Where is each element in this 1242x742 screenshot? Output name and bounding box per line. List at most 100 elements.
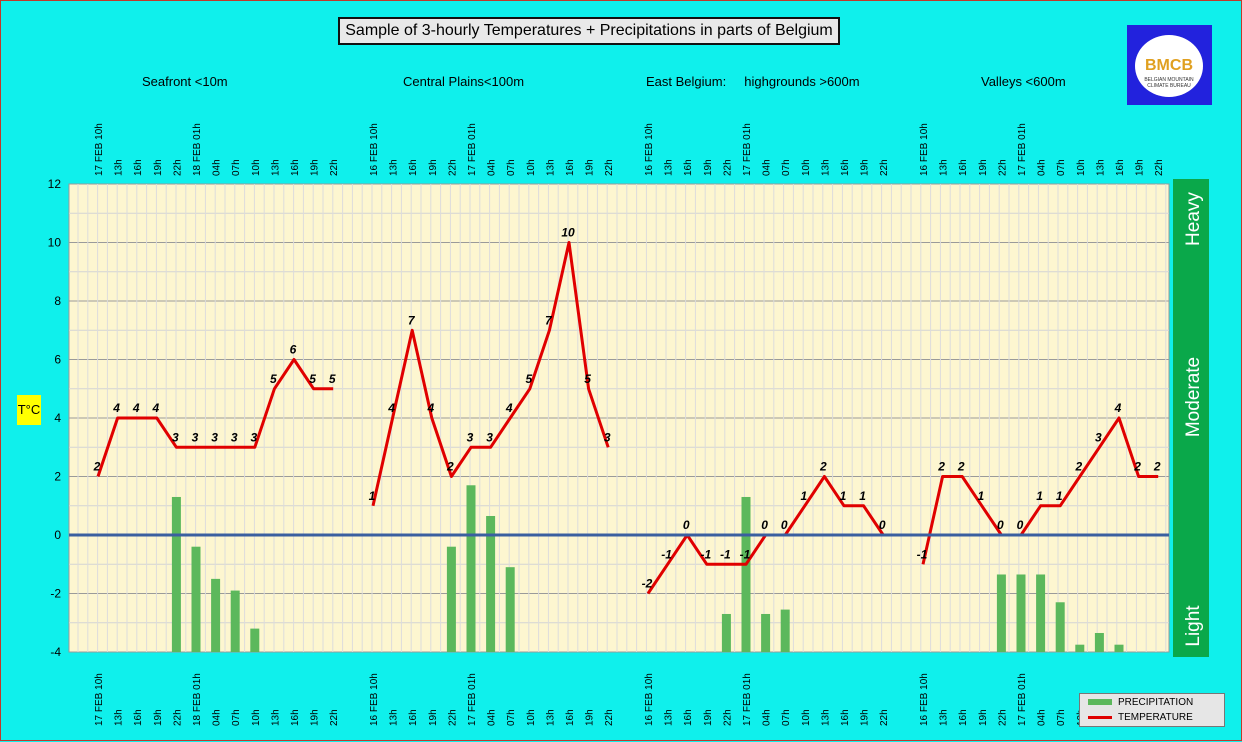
precipitation-bar bbox=[1036, 574, 1046, 652]
temperature-data-label: 1 bbox=[840, 489, 847, 503]
x-tick-label-top: 10h bbox=[526, 159, 537, 176]
x-tick-label-top: 22h bbox=[997, 159, 1008, 176]
x-tick-label-bottom: 18 FEB 01h bbox=[192, 673, 203, 726]
x-tick-label-bottom: 19h bbox=[428, 709, 439, 726]
temperature-data-label: 5 bbox=[329, 372, 336, 386]
x-tick-label-top: 16h bbox=[133, 159, 144, 176]
x-tick-label-top: 22h bbox=[879, 159, 890, 176]
temperature-data-label: 5 bbox=[584, 372, 591, 386]
legend: PRECIPITATION TEMPERATURE bbox=[1079, 693, 1225, 727]
x-tick-label-top: 04h bbox=[1037, 159, 1048, 176]
y-tick-label: 8 bbox=[54, 294, 61, 308]
chart-title: Sample of 3-hourly Temperatures + Precip… bbox=[338, 17, 840, 45]
x-tick-label-top: 13h bbox=[114, 159, 125, 176]
y-tick-label: -4 bbox=[50, 645, 61, 659]
temperature-data-label: 5 bbox=[309, 372, 316, 386]
temperature-data-label: -1 bbox=[720, 547, 731, 561]
x-tick-label-bottom: 13h bbox=[545, 709, 556, 726]
x-tick-label-top: 17 FEB 10h bbox=[94, 123, 105, 176]
x-tick-label-bottom: 19h bbox=[978, 709, 989, 726]
precipitation-bar bbox=[230, 590, 240, 652]
x-tick-label-top: 22h bbox=[447, 159, 458, 176]
precipitation-bar bbox=[741, 496, 751, 652]
temperature-data-label: 0 bbox=[997, 518, 1004, 532]
temperature-data-label: 4 bbox=[426, 401, 434, 415]
temperature-data-label: 0 bbox=[761, 518, 768, 532]
legend-temperature-label: TEMPERATURE bbox=[1118, 712, 1193, 723]
x-tick-label-top: 22h bbox=[604, 159, 615, 176]
intensity-scale-bar bbox=[1173, 179, 1209, 657]
temperature-data-label: 1 bbox=[1056, 489, 1063, 503]
legend-precipitation-label: PRECIPITATION bbox=[1118, 697, 1194, 708]
x-tick-label-top: 16h bbox=[958, 159, 969, 176]
temperature-data-label: 0 bbox=[1017, 518, 1024, 532]
temperature-data-label: 4 bbox=[132, 401, 140, 415]
x-tick-label-bottom: 16 FEB 10h bbox=[919, 673, 930, 726]
temperature-data-label: 3 bbox=[172, 430, 179, 444]
x-tick-label-top: 13h bbox=[664, 159, 675, 176]
x-tick-label-bottom: 13h bbox=[114, 709, 125, 726]
x-tick-label-bottom: 07h bbox=[1056, 709, 1067, 726]
precipitation-bar bbox=[1114, 644, 1124, 652]
temperature-data-label: 4 bbox=[1114, 401, 1122, 415]
x-tick-label-top: 10h bbox=[251, 159, 262, 176]
x-tick-label-bottom: 13h bbox=[664, 709, 675, 726]
x-tick-label-bottom: 16h bbox=[958, 709, 969, 726]
y-tick-label: 6 bbox=[54, 353, 61, 367]
region-label-seafront: Seafront <10m bbox=[142, 74, 228, 89]
x-tick-label-bottom: 16h bbox=[683, 709, 694, 726]
x-tick-label-bottom: 19h bbox=[703, 709, 714, 726]
x-tick-label-top: 17 FEB 01h bbox=[742, 123, 753, 176]
temperature-data-label: -1 bbox=[740, 547, 751, 561]
x-tick-label-bottom: 22h bbox=[879, 709, 890, 726]
temperature-data-label: 4 bbox=[387, 401, 395, 415]
x-tick-label-bottom: 13h bbox=[820, 709, 831, 726]
temperature-data-label: 2 bbox=[1074, 460, 1082, 474]
x-tick-label-bottom: 04h bbox=[487, 709, 498, 726]
temperature-data-label: 5 bbox=[525, 372, 532, 386]
precipitation-bar bbox=[1055, 602, 1065, 652]
temperature-data-label: 5 bbox=[270, 372, 277, 386]
temperature-data-label: 7 bbox=[545, 313, 553, 327]
temperature-data-label: 1 bbox=[859, 489, 866, 503]
x-tick-label-bottom: 17 FEB 01h bbox=[1017, 673, 1028, 726]
temperature-data-label: 2 bbox=[446, 460, 454, 474]
temperature-data-label: 6 bbox=[290, 343, 297, 357]
x-tick-label-top: 19h bbox=[703, 159, 714, 176]
intensity-label-light: Light bbox=[1183, 605, 1204, 647]
legend-item-temperature: TEMPERATURE bbox=[1088, 712, 1193, 726]
x-tick-label-top: 04h bbox=[487, 159, 498, 176]
x-tick-label-top: 16h bbox=[565, 159, 576, 176]
temperature-data-label: 2 bbox=[957, 460, 965, 474]
x-tick-label-bottom: 22h bbox=[329, 709, 340, 726]
x-tick-label-bottom: 17 FEB 10h bbox=[94, 673, 105, 726]
temperature-data-label: 1 bbox=[369, 489, 376, 503]
temperature-line bbox=[921, 416, 1159, 565]
x-tick-label-top: 16 FEB 10h bbox=[369, 123, 380, 176]
x-tick-label-top: 13h bbox=[939, 159, 950, 176]
logo-emblem: BMCB BELGIAN MOUNTAIN CLIMATE BUREAU bbox=[1135, 35, 1203, 97]
precipitation-bar bbox=[211, 578, 221, 652]
precipitation-bar bbox=[171, 496, 181, 652]
x-tick-label-bottom: 22h bbox=[604, 709, 615, 726]
temperature-data-label: 4 bbox=[151, 401, 159, 415]
logo-subtext: BELGIAN MOUNTAIN CLIMATE BUREAU bbox=[1144, 77, 1194, 89]
x-tick-label-top: 04h bbox=[212, 159, 223, 176]
precipitation-bar bbox=[1094, 632, 1104, 652]
x-tick-label-bottom: 22h bbox=[997, 709, 1008, 726]
temperature-data-label: 3 bbox=[1095, 430, 1102, 444]
x-tick-label-bottom: 16h bbox=[408, 709, 419, 726]
x-tick-label-top: 10h bbox=[801, 159, 812, 176]
temperature-data-label: 1 bbox=[1036, 489, 1043, 503]
temperature-data-label: 3 bbox=[211, 430, 218, 444]
precipitation-bar bbox=[780, 609, 790, 652]
bmcb-logo: BMCB BELGIAN MOUNTAIN CLIMATE BUREAU bbox=[1127, 25, 1212, 105]
x-tick-label-top: 16h bbox=[1115, 159, 1126, 176]
temperature-data-label: 0 bbox=[879, 518, 886, 532]
x-tick-label-top: 16 FEB 10h bbox=[919, 123, 930, 176]
y-tick-label: 4 bbox=[54, 411, 61, 425]
region-label-east-belgium: East Belgium: highgrounds >600m bbox=[646, 74, 860, 89]
x-tick-label-bottom: 07h bbox=[506, 709, 517, 726]
x-tick-label-top: 07h bbox=[506, 159, 517, 176]
x-tick-label-bottom: 16 FEB 10h bbox=[369, 673, 380, 726]
